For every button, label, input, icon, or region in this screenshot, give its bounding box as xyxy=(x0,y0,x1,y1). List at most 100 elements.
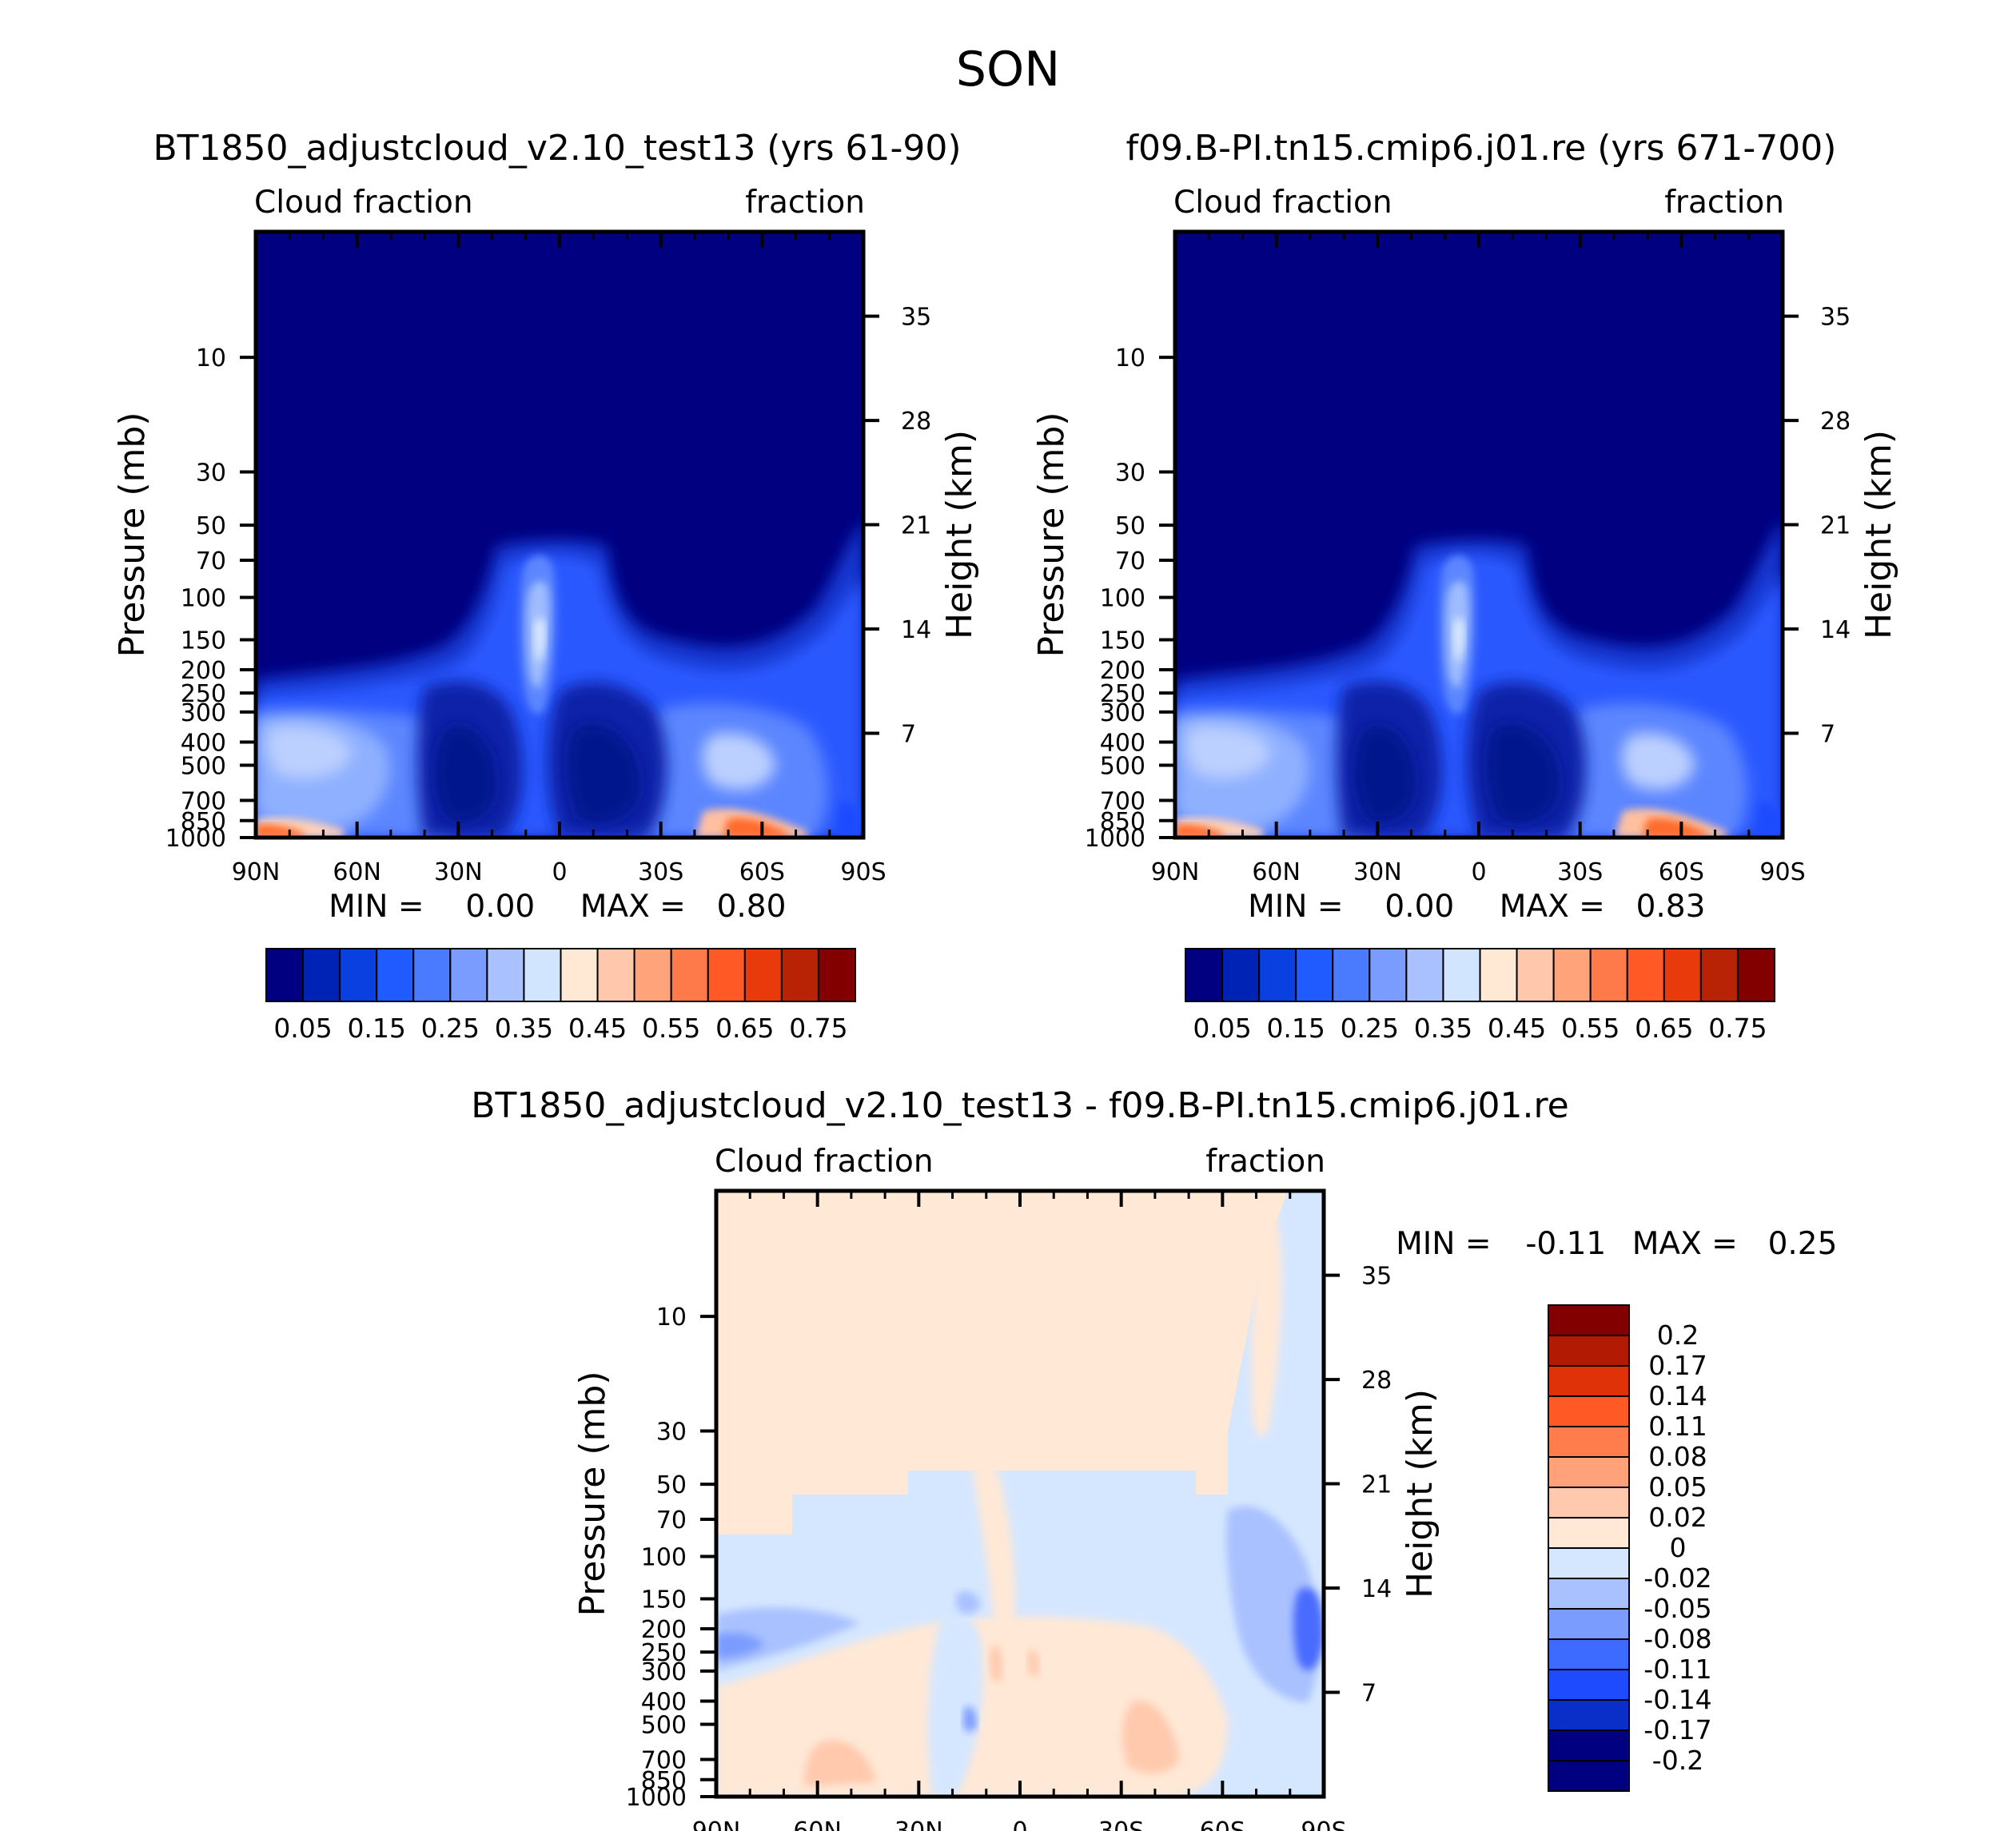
x-tick-label: 30S xyxy=(638,858,683,886)
colorbar-box xyxy=(780,948,819,1002)
y-tick-label: 700 xyxy=(181,787,226,815)
panel-title: BT1850_adjustcloud_v2.10_test13 (yrs 61-… xyxy=(153,128,961,169)
y-tick-label: 10 xyxy=(656,1304,687,1331)
colorbar-label: 0.17 xyxy=(1648,1350,1707,1381)
y-tick-label: 10 xyxy=(1115,344,1145,372)
colorbar-label: 0.75 xyxy=(789,1013,847,1044)
x-tick-label: 0 xyxy=(1012,1817,1027,1831)
y-tick-label: 1000 xyxy=(165,825,226,853)
x-tick-label: 0 xyxy=(1471,858,1486,886)
colorbar-box xyxy=(1548,1365,1630,1397)
colorbar-box xyxy=(1479,948,1518,1002)
x-tick-label: 90N xyxy=(692,1817,741,1831)
colorbar-label: 0.55 xyxy=(642,1013,700,1044)
y2-tick-label: 21 xyxy=(1361,1471,1392,1499)
y2-tick-label: 7 xyxy=(1361,1680,1377,1708)
max-label: MAX = xyxy=(1500,889,1605,925)
y2-axis: 35 28 21 14 7 xyxy=(863,304,931,749)
colorbar-label: -0.14 xyxy=(1643,1684,1711,1715)
x-axis: 90N 60N 30N 0 30S 60S 90S xyxy=(692,1191,1347,1831)
y-tick-label: 70 xyxy=(656,1507,687,1534)
colorbar-label: 0.2 xyxy=(1657,1320,1699,1351)
colorbar-label: 0.45 xyxy=(568,1013,627,1044)
colorbar-label: 0.65 xyxy=(715,1013,774,1044)
y-tick-label: 300 xyxy=(641,1658,687,1686)
y-tick-label: 100 xyxy=(181,585,226,613)
x-tick-label: 60N xyxy=(793,1817,842,1831)
x-tick-label: 30N xyxy=(1353,858,1402,886)
colorbar-box xyxy=(1548,1487,1630,1519)
colorbar-box xyxy=(1548,1547,1630,1579)
colorbar-label: 0.05 xyxy=(273,1013,332,1044)
y2-axis: 35 28 21 14 7 xyxy=(1324,1263,1392,1708)
colorbar-box xyxy=(1548,1608,1630,1640)
colorbar-label: 0.02 xyxy=(1648,1502,1707,1533)
max-value: 0.25 xyxy=(1768,1226,1838,1262)
y2-tick-label: 35 xyxy=(901,304,931,332)
colorbar-box xyxy=(1548,1426,1630,1458)
colorbar-box xyxy=(265,948,305,1002)
colorbar-box xyxy=(1552,948,1592,1002)
y-tick-label: 500 xyxy=(641,1712,687,1740)
y-tick-label: 50 xyxy=(1115,512,1145,540)
figure-title: SON xyxy=(956,42,1060,98)
y2-tick-label: 35 xyxy=(1820,304,1851,332)
y2-tick-label: 28 xyxy=(1820,408,1851,436)
y-tick-label: 400 xyxy=(1100,729,1145,757)
y-tick-label: 850 xyxy=(181,808,226,836)
colorbar-box xyxy=(560,948,599,1002)
colorbar-label: -0.08 xyxy=(1643,1623,1711,1654)
colorbar-box xyxy=(412,948,452,1002)
y-tick-label: 200 xyxy=(181,657,226,685)
colorbar-box xyxy=(1548,1729,1630,1761)
x-axis: 90N 60N 30N 0 30S 60S 90S xyxy=(1151,232,1806,886)
y2-tick-label: 7 xyxy=(901,721,916,749)
max-label: MAX = xyxy=(580,889,686,925)
colorbar-box xyxy=(302,948,341,1002)
x-tick-label: 30N xyxy=(434,858,483,886)
colorbar-box xyxy=(1548,1517,1630,1549)
colorbar-label: -0.17 xyxy=(1643,1714,1711,1745)
x-tick-label: 90N xyxy=(232,858,281,886)
y2-tick-label: 28 xyxy=(901,408,931,436)
y-tick-label: 200 xyxy=(641,1616,687,1644)
colorbar-label: 0.65 xyxy=(1635,1013,1693,1044)
colorbar-label: 0.35 xyxy=(495,1013,553,1044)
colorbar-box xyxy=(743,948,783,1002)
colorbar-label: -0.2 xyxy=(1652,1745,1703,1776)
colorbar-box xyxy=(1548,1335,1630,1367)
colorbar-box xyxy=(1221,948,1261,1002)
colorbar-box xyxy=(1258,948,1297,1002)
max-value: 0.83 xyxy=(1636,889,1706,925)
colorbar-box xyxy=(817,948,856,1002)
colorbar-box xyxy=(633,948,672,1002)
colorbar-box xyxy=(1185,948,1224,1002)
min-value: 0.00 xyxy=(1385,889,1454,925)
y-tick-label: 500 xyxy=(181,753,226,781)
colorbar-box xyxy=(707,948,746,1002)
colorbar-label: 0.25 xyxy=(1341,1013,1399,1044)
x-tick-label: 30S xyxy=(1557,858,1603,886)
left-string: Cloud fraction xyxy=(254,185,473,221)
colorbar-box xyxy=(1295,948,1334,1002)
colorbar-box xyxy=(1548,1456,1630,1488)
panel-title: f09.B-PI.tn15.cmip6.j01.re (yrs 671-700) xyxy=(1126,128,1837,169)
colorbar-label: 0 xyxy=(1670,1532,1687,1563)
colorbar-box xyxy=(1548,1699,1630,1731)
colorbar-box xyxy=(1548,1669,1630,1701)
x-tick-label: 60S xyxy=(1659,858,1704,886)
colorbar-box xyxy=(1699,948,1739,1002)
y2-tick-label: 14 xyxy=(1361,1575,1392,1603)
y-tick-label: 150 xyxy=(181,627,226,655)
y-tick-label: 10 xyxy=(196,344,226,372)
colorbar-label: -0.11 xyxy=(1643,1654,1711,1685)
y-tick-label: 400 xyxy=(181,729,226,757)
colorbar: 0.05 0.15 0.25 0.35 0.45 0.55 0.65 0.75 xyxy=(265,948,856,1044)
colorbar-box xyxy=(596,948,635,1002)
colorbar-box xyxy=(1516,948,1555,1002)
left-string: Cloud fraction xyxy=(1173,185,1392,221)
colorbar-box xyxy=(1548,1638,1630,1670)
y-tick-label: 100 xyxy=(641,1544,687,1572)
